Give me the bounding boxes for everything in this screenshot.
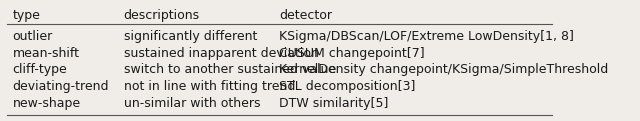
Text: KernelDensity changepoint/KSigma/SimpleThreshold: KernelDensity changepoint/KSigma/SimpleT… — [280, 63, 609, 76]
Text: type: type — [13, 9, 40, 22]
Text: cliff-type: cliff-type — [13, 63, 67, 76]
Text: outlier: outlier — [13, 30, 52, 43]
Text: mean-shift: mean-shift — [13, 47, 79, 60]
Text: not in line with fitting trend: not in line with fitting trend — [124, 80, 295, 93]
Text: KSigma/DBScan/LOF/Extreme LowDensity[1, 8]: KSigma/DBScan/LOF/Extreme LowDensity[1, … — [280, 30, 574, 43]
Text: significantly different: significantly different — [124, 30, 257, 43]
Text: sustained inapparent deviation: sustained inapparent deviation — [124, 47, 319, 60]
Text: switch to another sustained value: switch to another sustained value — [124, 63, 336, 76]
Text: CUSUM changepoint[7]: CUSUM changepoint[7] — [280, 47, 425, 60]
Text: descriptions: descriptions — [124, 9, 200, 22]
Text: DTW similarity[5]: DTW similarity[5] — [280, 97, 388, 110]
Text: deviating-trend: deviating-trend — [13, 80, 109, 93]
Text: un-similar with others: un-similar with others — [124, 97, 260, 110]
Text: STL decomposition[3]: STL decomposition[3] — [280, 80, 416, 93]
Text: detector: detector — [280, 9, 332, 22]
Text: new-shape: new-shape — [13, 97, 81, 110]
